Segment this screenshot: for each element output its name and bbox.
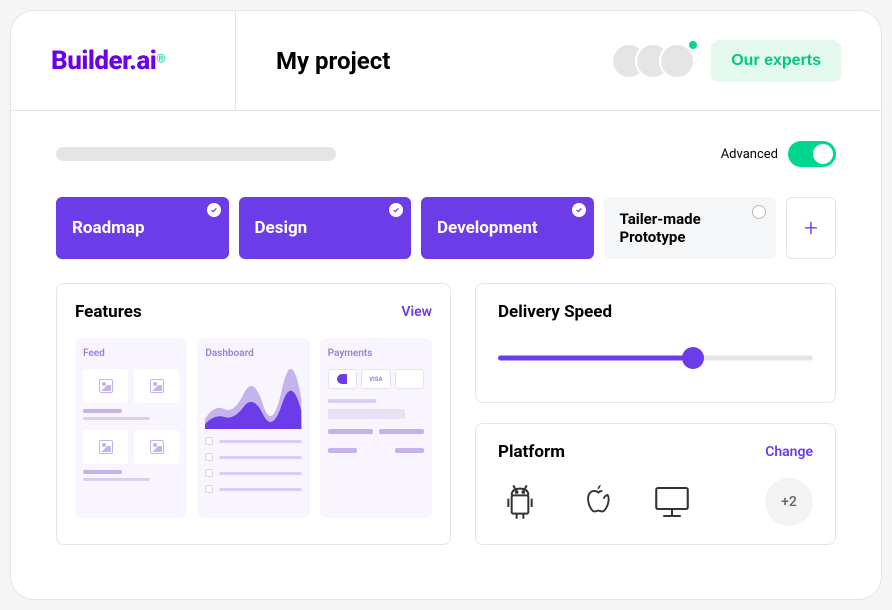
desktop-icon[interactable] (650, 480, 694, 524)
phase-card-roadmap[interactable]: Roadmap (56, 197, 229, 259)
feed-thumbnails (83, 430, 179, 464)
list-row (205, 485, 301, 493)
header-right: Our experts (611, 40, 881, 82)
project-title: My project (236, 47, 611, 75)
field-row (328, 448, 424, 453)
phase-label: Tailer-made Prototype (620, 210, 761, 246)
slider-fill (498, 356, 693, 361)
phase-card-prototype[interactable]: Tailer-made Prototype (604, 197, 777, 259)
feature-card-payments[interactable]: Payments VISA (320, 338, 432, 518)
placeholder-line (83, 478, 150, 481)
features-title: Features (75, 302, 142, 322)
placeholder-line (83, 409, 122, 413)
app-window: Builder.ai® My project Our experts Advan… (10, 10, 882, 600)
feature-cards: Feed (75, 338, 432, 518)
radio-icon (752, 205, 766, 219)
logo-section: Builder.ai® (11, 11, 236, 110)
platform-header: Platform Change (498, 442, 813, 462)
change-platform-link[interactable]: Change (765, 444, 813, 460)
check-icon (572, 203, 586, 217)
advanced-label: Advanced (721, 147, 778, 162)
payment-method-icon (395, 369, 424, 389)
panels: Features View Feed (56, 283, 836, 545)
field-row (328, 429, 424, 434)
platform-title: Platform (498, 442, 565, 462)
top-row: Advanced (56, 141, 836, 167)
payment-method-icon (328, 369, 357, 389)
placeholder-line (328, 409, 405, 419)
list-row (205, 453, 301, 461)
experts-avatars[interactable] (611, 43, 695, 79)
advanced-toggle-group: Advanced (721, 141, 836, 167)
platform-icons: +2 (498, 478, 813, 526)
area-chart-icon (205, 369, 301, 429)
feature-title: Feed (83, 348, 179, 359)
advanced-toggle[interactable] (788, 141, 836, 167)
right-column: Delivery Speed Platform Change (475, 283, 836, 545)
payment-methods: VISA (328, 369, 424, 389)
visa-icon: VISA (361, 369, 390, 389)
phase-label: Development (437, 218, 538, 238)
placeholder-line (328, 399, 376, 403)
delivery-speed-panel: Delivery Speed (475, 283, 836, 403)
platform-panel: Platform Change (475, 423, 836, 545)
list-row (205, 437, 301, 445)
logo: Builder.ai® (51, 46, 166, 76)
check-icon (389, 203, 403, 217)
phase-card-development[interactable]: Development (421, 197, 594, 259)
logo-registered-icon: ® (156, 51, 165, 65)
phase-label: Roadmap (72, 218, 145, 238)
image-placeholder-icon (83, 369, 128, 403)
phase-cards: Roadmap Design Development Tailer-made P… (56, 197, 836, 259)
placeholder-bar (56, 147, 336, 161)
placeholder-line (83, 417, 150, 420)
image-placeholder-icon (83, 430, 128, 464)
view-features-link[interactable]: View (401, 304, 432, 320)
slider-thumb-icon (682, 347, 704, 369)
header: Builder.ai® My project Our experts (11, 11, 881, 111)
feature-card-dashboard[interactable]: Dashboard (197, 338, 309, 518)
feature-title: Payments (328, 348, 424, 359)
list-row (205, 469, 301, 477)
feed-thumbnails (83, 369, 179, 403)
phase-card-design[interactable]: Design (239, 197, 412, 259)
features-header: Features View (75, 302, 432, 322)
platform-overflow-badge[interactable]: +2 (765, 478, 813, 526)
toggle-knob-icon (813, 144, 833, 164)
our-experts-button[interactable]: Our experts (711, 40, 841, 82)
features-panel: Features View Feed (56, 283, 451, 545)
delivery-speed-slider[interactable] (498, 346, 813, 370)
phase-label: Design (255, 218, 308, 238)
online-indicator-icon (689, 41, 697, 49)
placeholder-line (83, 470, 122, 474)
plus-icon: + (804, 214, 818, 242)
logo-text: Builder.ai (51, 46, 156, 76)
add-phase-button[interactable]: + (786, 197, 836, 259)
feature-title: Dashboard (205, 348, 301, 359)
check-icon (207, 203, 221, 217)
feature-card-feed[interactable]: Feed (75, 338, 187, 518)
body: Advanced Roadmap Design Development (11, 111, 881, 599)
image-placeholder-icon (134, 430, 179, 464)
apple-icon[interactable] (574, 480, 618, 524)
android-icon[interactable] (498, 480, 542, 524)
image-placeholder-icon (134, 369, 179, 403)
delivery-speed-title: Delivery Speed (498, 302, 813, 322)
